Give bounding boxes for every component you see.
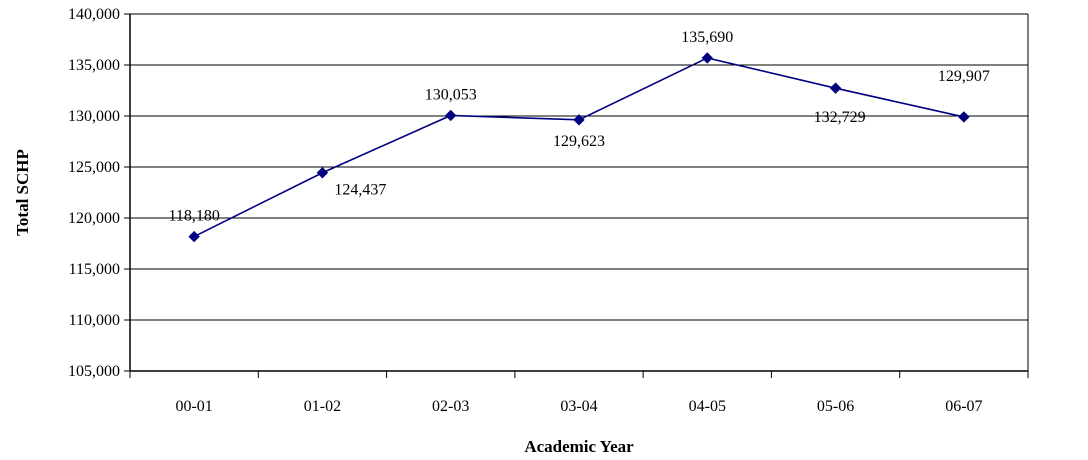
data-point-marker	[573, 114, 585, 126]
data-label: 129,907	[938, 68, 990, 85]
x-tick-label: 04-05	[689, 398, 726, 415]
y-tick-label: 120,000	[68, 210, 120, 227]
data-label: 124,437	[334, 182, 386, 199]
y-tick-label: 110,000	[69, 312, 120, 329]
x-tick-label: 01-02	[304, 398, 341, 415]
data-label: 132,729	[814, 109, 866, 126]
y-tick-label: 135,000	[68, 57, 120, 74]
data-point-marker	[316, 167, 329, 179]
x-tick-label: 02-03	[432, 398, 469, 415]
x-tick-labels: 00-01 01-02 02-03 03-04 04-05 05-06 06-07	[175, 398, 982, 415]
data-label: 135,690	[681, 29, 733, 46]
series	[188, 52, 970, 243]
y-axis-title: Total SCHP	[13, 149, 32, 236]
data-label: 129,623	[553, 133, 605, 150]
data-point-marker	[188, 230, 200, 243]
x-tick-label: 00-01	[175, 398, 212, 415]
data-label: 118,180	[168, 208, 219, 225]
data-point-marker	[445, 109, 457, 122]
axes	[124, 13, 1029, 378]
data-point-marker	[701, 52, 713, 64]
x-tick-label: 06-07	[945, 398, 982, 415]
gridlines	[130, 13, 1028, 321]
y-tick-label: 130,000	[68, 108, 120, 125]
y-tick-label: 140,000	[68, 6, 120, 23]
y-tick-label: 115,000	[69, 261, 120, 278]
x-axis-title: Academic Year	[524, 437, 634, 456]
y-tick-label: 125,000	[68, 159, 120, 176]
data-labels: 118,180 124,437 130,053 129,623 135,690 132,7…	[168, 29, 989, 225]
y-tick-labels: 105,000 110,000 115,000 120,000 125,000 130,0…	[68, 6, 120, 380]
data-label: 130,053	[425, 86, 477, 103]
y-tick-label: 105,000	[68, 363, 120, 380]
x-tick-label: 05-06	[817, 398, 854, 415]
data-point-marker	[958, 111, 970, 123]
data-point-marker	[829, 82, 842, 94]
x-tick-label: 03-04	[560, 398, 597, 415]
